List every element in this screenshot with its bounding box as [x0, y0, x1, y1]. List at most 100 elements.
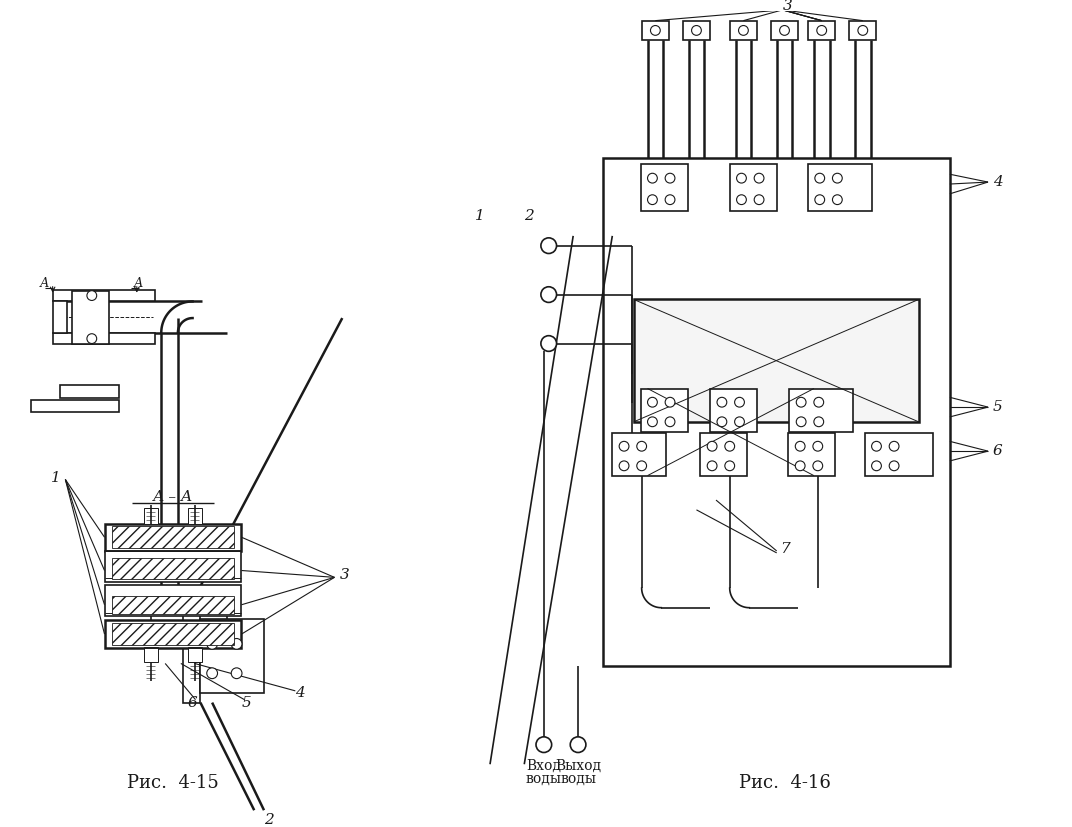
Circle shape [813, 442, 822, 452]
Circle shape [708, 442, 717, 452]
Bar [642, 21, 669, 41]
Circle shape [889, 461, 899, 471]
Text: А: А [40, 277, 49, 290]
Circle shape [889, 442, 899, 452]
Bar [771, 21, 799, 41]
Circle shape [87, 334, 96, 343]
Text: Рис.  4-15: Рис. 4-15 [128, 774, 219, 791]
Circle shape [734, 397, 744, 407]
Circle shape [665, 174, 675, 183]
Circle shape [725, 442, 734, 452]
Text: 2: 2 [264, 813, 273, 827]
Bar [683, 21, 710, 41]
Bar [31, 400, 119, 412]
Bar [53, 301, 68, 332]
Text: Рис.  4-16: Рис. 4-16 [739, 774, 831, 791]
Circle shape [541, 238, 556, 254]
Text: 1: 1 [50, 471, 60, 485]
Circle shape [647, 417, 657, 427]
Bar [104, 551, 241, 582]
Circle shape [207, 668, 218, 679]
Bar [808, 21, 835, 41]
Text: 3: 3 [783, 0, 792, 13]
Circle shape [232, 668, 242, 679]
Circle shape [87, 290, 96, 300]
Circle shape [665, 195, 675, 204]
Circle shape [647, 195, 657, 204]
Text: Выход: Выход [555, 759, 601, 773]
Bar [60, 385, 119, 399]
Circle shape [872, 461, 881, 471]
Bar [187, 593, 194, 605]
Circle shape [651, 26, 660, 36]
Bar [865, 433, 934, 476]
Text: 5: 5 [993, 400, 1002, 414]
Text: воды: воды [526, 772, 562, 786]
Bar [808, 165, 872, 212]
Bar [53, 332, 155, 345]
Circle shape [833, 174, 843, 183]
Bar [113, 557, 234, 579]
Circle shape [708, 461, 717, 471]
Bar [789, 389, 853, 432]
Text: воды: воды [560, 772, 596, 786]
Text: А: А [134, 277, 144, 290]
Circle shape [814, 397, 823, 407]
Circle shape [717, 397, 727, 407]
Text: 4: 4 [993, 175, 1002, 189]
Bar [104, 586, 241, 616]
Text: 2: 2 [524, 209, 534, 223]
Bar [188, 647, 203, 662]
Circle shape [815, 195, 824, 204]
Bar [149, 597, 197, 613]
Circle shape [755, 174, 764, 183]
Text: 1: 1 [475, 209, 486, 223]
Circle shape [665, 397, 675, 407]
Circle shape [814, 417, 823, 427]
Bar [602, 158, 950, 667]
Circle shape [779, 26, 789, 36]
Bar [641, 165, 687, 212]
Circle shape [207, 638, 218, 649]
Circle shape [739, 26, 748, 36]
Text: Вход: Вход [526, 759, 562, 773]
Circle shape [691, 26, 701, 36]
Bar [641, 389, 687, 432]
Bar [788, 433, 835, 476]
Circle shape [813, 461, 822, 471]
Circle shape [717, 417, 727, 427]
Bar [612, 433, 666, 476]
Text: 6: 6 [993, 444, 1002, 458]
Bar [113, 527, 234, 548]
Bar [72, 290, 109, 345]
Circle shape [734, 417, 744, 427]
Circle shape [736, 195, 746, 204]
Bar [113, 624, 234, 645]
Text: 3: 3 [340, 568, 349, 582]
Bar [104, 523, 241, 551]
Circle shape [232, 638, 242, 649]
Circle shape [637, 442, 646, 452]
Circle shape [536, 737, 552, 753]
Bar [730, 21, 757, 41]
Text: 6: 6 [188, 696, 197, 710]
Bar [700, 433, 747, 476]
Circle shape [858, 26, 867, 36]
Circle shape [815, 174, 824, 183]
Circle shape [570, 737, 586, 753]
Circle shape [795, 461, 805, 471]
Circle shape [647, 174, 657, 183]
Bar [730, 165, 777, 212]
Bar [710, 389, 757, 432]
Bar [104, 620, 241, 648]
Bar [144, 647, 159, 662]
Circle shape [541, 287, 556, 303]
Bar [634, 299, 919, 422]
Bar [200, 619, 264, 693]
Text: А – А: А – А [153, 490, 193, 504]
Circle shape [725, 461, 734, 471]
Bar [144, 508, 159, 523]
Circle shape [620, 442, 629, 452]
Bar [53, 289, 155, 301]
Circle shape [833, 195, 843, 204]
